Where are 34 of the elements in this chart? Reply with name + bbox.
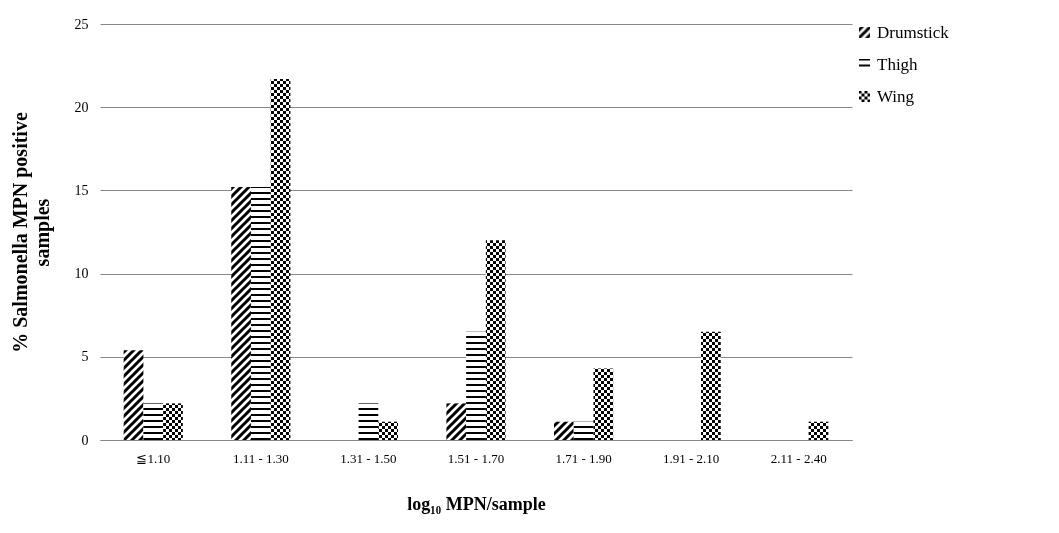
y-tick-label: 25 (74, 16, 89, 32)
legend-label: Drumstick (877, 22, 950, 42)
x-tick-label: 2.11 - 2.40 (770, 450, 827, 466)
x-tick-label: 1.51 - 1.70 (447, 450, 505, 466)
bar (358, 403, 379, 440)
bar (701, 331, 721, 440)
x-tick-label: ≦1.10 (136, 450, 171, 466)
bar (808, 421, 829, 440)
bar (250, 187, 271, 440)
bar (573, 421, 594, 440)
y-tick-label: 5 (81, 349, 89, 365)
bar (593, 368, 614, 440)
bar (270, 78, 291, 440)
y-tick-label: 15 (74, 182, 89, 198)
y-tick-label: 0 (81, 432, 89, 448)
y-tick-label: 10 (74, 266, 89, 282)
bar (123, 350, 144, 440)
bar (378, 421, 398, 440)
x-tick-label: 1.71 - 1.90 (555, 450, 612, 466)
x-tick-label: 1.31 - 1.50 (340, 450, 397, 466)
x-tick-label: 1.91 - 2.10 (662, 450, 720, 466)
x-tick-label: 1.11 - 1.30 (232, 450, 289, 466)
bar (163, 403, 183, 440)
legend-label: Wing (877, 86, 915, 106)
bar (485, 240, 506, 440)
bar (554, 421, 574, 440)
bar (231, 187, 251, 440)
legend-label: Thigh (877, 54, 919, 74)
bar (446, 403, 467, 440)
y-tick-label: 20 (74, 99, 89, 115)
y-axis-title: % Salmonella MPN positive samples (8, 112, 54, 353)
bar (466, 331, 486, 440)
bar (143, 403, 164, 440)
x-axis-title: log₁₀ MPN/sample (407, 493, 546, 514)
